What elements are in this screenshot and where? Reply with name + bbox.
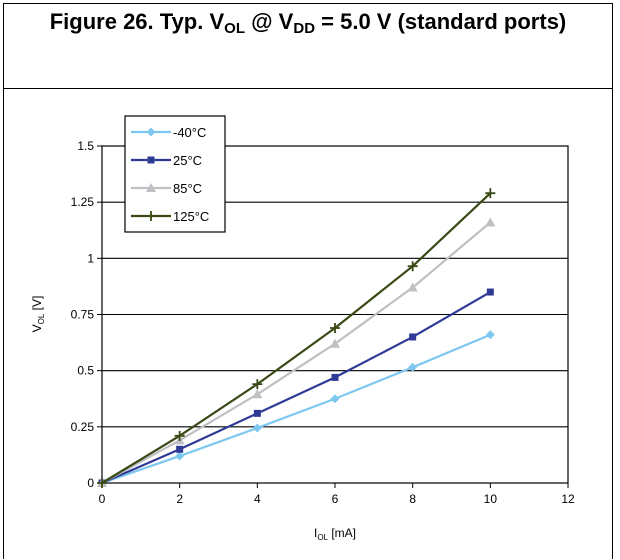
x-tick-label: 0 (99, 492, 106, 506)
legend-label: 25°C (173, 153, 202, 168)
legend-label: -40°C (173, 125, 206, 140)
data-point (408, 362, 418, 372)
y-tick-label: 1 (87, 251, 94, 265)
x-tick-label: 12 (561, 492, 575, 506)
legend-entry: 25°C (131, 153, 202, 168)
legend-label: 85°C (173, 181, 202, 196)
x-tick-label: 8 (409, 492, 416, 506)
legend-entry: 85°C (131, 181, 202, 196)
data-point (252, 423, 262, 433)
data-point (176, 445, 184, 453)
x-tick-label: 4 (254, 492, 261, 506)
data-point (485, 330, 495, 340)
data-point (174, 430, 185, 441)
data-point (407, 282, 418, 292)
legend-marker (147, 156, 155, 164)
x-tick-label: 10 (484, 492, 498, 506)
y-axis-label: VOL [V] (30, 296, 46, 333)
data-point (330, 394, 340, 404)
data-point (175, 451, 185, 461)
x-tick-label: 6 (332, 492, 339, 506)
legend-label: 125°C (173, 209, 209, 224)
series-plus (97, 188, 496, 488)
data-point (253, 409, 261, 417)
figure-title: Figure 26. Typ. VOL @ VDD = 5.0 V (stand… (49, 9, 567, 37)
series-line (101, 333, 491, 485)
legend-marker (146, 211, 156, 221)
data-point (485, 217, 496, 227)
legend-marker (146, 127, 156, 137)
y-tick-label: 0.5 (77, 364, 94, 378)
data-point (252, 379, 263, 390)
series-diamond (97, 330, 495, 488)
series-line (101, 221, 492, 484)
legend: -40°C 25°C 85°C 125°C (124, 115, 226, 233)
x-axis-label: IOL [mA] (314, 526, 356, 542)
data-point (97, 478, 107, 488)
y-tick-label: 0.25 (71, 420, 95, 434)
y-tick-label: 0 (87, 476, 94, 490)
series-square (98, 288, 494, 487)
data-point (252, 389, 263, 399)
legend-entry: -40°C (131, 125, 206, 140)
series-line (101, 192, 492, 484)
x-tick-label: 2 (176, 492, 183, 506)
title-divider (3, 88, 613, 89)
y-tick-label: 0.75 (71, 308, 95, 322)
series-line (101, 291, 491, 485)
data-point (407, 261, 418, 272)
legend-box (124, 115, 226, 233)
data-point (409, 333, 417, 341)
y-tick-label: 1.25 (71, 195, 95, 209)
legend-entry: 125°C (131, 209, 209, 224)
data-point (486, 288, 494, 296)
data-point (331, 373, 339, 381)
data-point (330, 322, 340, 333)
legend-marker (146, 183, 156, 192)
data-point (485, 188, 496, 199)
y-tick-label: 1.5 (77, 139, 94, 153)
figure-frame (3, 3, 613, 559)
data-point (330, 338, 340, 348)
